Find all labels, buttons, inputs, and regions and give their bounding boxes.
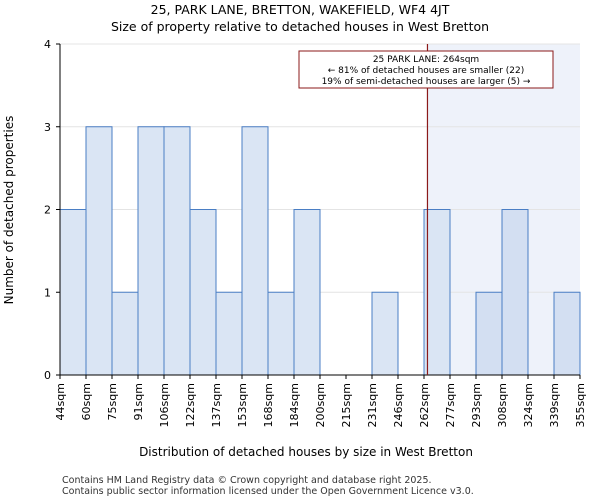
bar-91sqm (137, 126, 165, 376)
y-tick-label: 0 (44, 369, 51, 382)
bar-44sqm (59, 209, 87, 376)
x-tick-label-60sqm: 60sqm (80, 383, 93, 420)
x-tick-label-246sqm: 246sqm (392, 383, 405, 427)
bar-122sqm (189, 209, 217, 376)
footer-line-2: Contains public sector information licen… (62, 486, 474, 497)
chart-title: 25, PARK LANE, BRETTON, WAKEFIELD, WF4 4… (151, 2, 450, 17)
bar-184sqm (293, 209, 321, 376)
x-tick-label-200sqm: 200sqm (314, 383, 327, 427)
annotation-line-2: ← 81% of detached houses are smaller (22… (328, 66, 525, 76)
plot-area: 0 1 2 3 4 44sqm 60sqm 75sqm 91sqm 106sqm 122sqm 137… (44, 38, 587, 427)
annotation-line-1: 25 PARK LANE: 264sqm (373, 55, 479, 65)
x-tick-label-44sqm: 44sqm (54, 383, 67, 420)
x-tick-label-293sqm: 293sqm (470, 383, 483, 427)
x-axis-label: Distribution of detached houses by size … (139, 445, 473, 459)
x-tick-label-137sqm: 137sqm (210, 383, 223, 427)
y-axis-label: Number of detached properties (2, 116, 16, 305)
x-tick-label-324sqm: 324sqm (522, 383, 535, 427)
bar-153sqm (241, 126, 269, 376)
bar-308sqm (501, 209, 529, 376)
x-tick-label-106sqm: 106sqm (158, 383, 171, 427)
bar-231sqm (371, 291, 399, 376)
y-tick-label: 4 (44, 38, 51, 51)
x-tick-label-277sqm: 277sqm (444, 383, 457, 427)
bar-60sqm (85, 126, 113, 376)
bar-339sqm (553, 291, 581, 376)
x-tick-label-308sqm: 308sqm (496, 383, 509, 427)
chart-subtitle: Size of property relative to detached ho… (111, 19, 489, 34)
y-tick-label: 1 (44, 286, 51, 299)
x-tick-label-231sqm: 231sqm (366, 383, 379, 427)
bar-106sqm (163, 126, 191, 376)
y-tick-label: 2 (44, 204, 51, 217)
x-tick-label-168sqm: 168sqm (262, 383, 275, 427)
x-tick-label-215sqm: 215sqm (340, 383, 353, 427)
bar-262sqm (423, 209, 451, 376)
x-tick-label-262sqm: 262sqm (418, 383, 431, 427)
y-tick-label: 3 (44, 121, 51, 134)
annotation-line-3: 19% of semi-detached houses are larger (… (322, 77, 531, 87)
x-tick-label-184sqm: 184sqm (288, 383, 301, 427)
footer-line-1: Contains HM Land Registry data © Crown c… (62, 475, 432, 486)
x-tick-label-122sqm: 122sqm (184, 383, 197, 427)
annotation-box (298, 50, 554, 89)
x-tick-label-75sqm: 75sqm (106, 383, 119, 420)
bar-168sqm (267, 291, 295, 376)
bar-75sqm (111, 291, 139, 376)
x-tick-label-355sqm: 355sqm (574, 383, 587, 427)
bar-137sqm (215, 291, 243, 376)
x-tick-label-91sqm: 91sqm (132, 383, 145, 420)
x-tick-label-339sqm: 339sqm (548, 383, 561, 427)
x-tick-label-153sqm: 153sqm (236, 383, 249, 427)
bar-293sqm (475, 291, 503, 376)
